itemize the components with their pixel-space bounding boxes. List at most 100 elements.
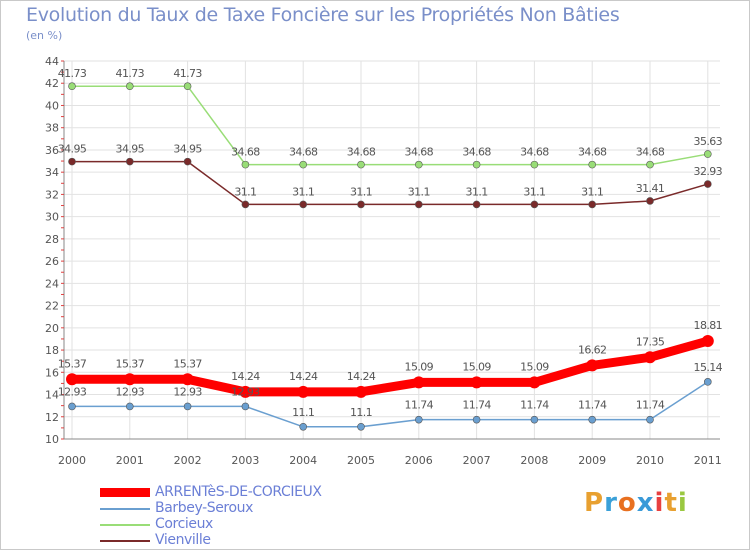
- series-line-2: [72, 85, 708, 166]
- data-label-1: 11.74: [405, 399, 434, 412]
- data-label-1: 12.93: [173, 385, 202, 398]
- chart-subtitle: (en %): [26, 29, 63, 42]
- y-tick-label: 22: [45, 300, 59, 313]
- data-point-2: [703, 150, 712, 158]
- legend-swatch-corcieux: [100, 524, 150, 526]
- y-tick-label: 44: [45, 55, 59, 68]
- data-point-2: [357, 160, 365, 169]
- data-label-3: 31.41: [636, 182, 665, 195]
- data-label-0: 14.24: [347, 370, 376, 383]
- x-tick-label: 2000: [58, 454, 86, 467]
- data-label-2: 34.68: [347, 146, 376, 159]
- y-tick-label: 40: [45, 99, 59, 112]
- series-line-1: [72, 381, 709, 428]
- data-point-2: [68, 82, 76, 91]
- data-point-0: [123, 373, 136, 386]
- data-point-3: [241, 200, 250, 209]
- legend-label-corcieux: Corcieux: [155, 516, 213, 532]
- legend-swatch-arrentes: [100, 488, 150, 497]
- x-tick-label: 2002: [174, 454, 202, 467]
- x-tick-label: 2007: [463, 454, 491, 467]
- data-label-3: 31.1: [581, 185, 603, 198]
- data-point-3: [414, 200, 423, 209]
- legend-label-arrentes: ARRENTèS-DE-CORCIEUX: [155, 484, 322, 500]
- data-point-3: [588, 200, 597, 209]
- x-tick-label: 2006: [405, 454, 433, 467]
- data-point-0: [181, 373, 194, 386]
- y-tick-label: 30: [45, 211, 59, 224]
- data-point-2: [183, 82, 192, 91]
- data-label-2: 41.73: [116, 67, 145, 80]
- logo-letter: x: [636, 488, 655, 518]
- legend-label-vienville: Vienville: [155, 532, 211, 548]
- data-point-0: [66, 373, 78, 386]
- data-label-1: 11.74: [520, 399, 549, 412]
- data-point-2: [414, 160, 423, 169]
- data-label-3: 31.1: [408, 185, 430, 198]
- data-point-3: [472, 200, 481, 209]
- data-point-0: [412, 376, 425, 389]
- data-point-3: [646, 197, 654, 205]
- x-tick-label: 2008: [520, 454, 548, 467]
- data-label-1: 12.93: [58, 385, 87, 398]
- data-point-0: [644, 351, 656, 364]
- legend-swatch-vienville: [100, 540, 150, 542]
- x-tick-label: 2011: [694, 454, 722, 467]
- data-label-0: 18.81: [694, 319, 723, 332]
- y-tick-label: 28: [45, 233, 59, 246]
- data-point-2: [241, 160, 250, 169]
- data-label-0: 16.62: [578, 343, 607, 356]
- legend-swatch-barbey-seroux: [100, 508, 150, 510]
- logo-letter: P: [584, 488, 605, 518]
- data-label-2: 41.73: [58, 67, 87, 80]
- data-label-1: 11.1: [292, 406, 314, 419]
- data-point-1: [183, 402, 192, 411]
- data-point-1: [530, 415, 539, 424]
- data-point-0: [586, 359, 599, 372]
- data-label-0: 14.24: [231, 370, 260, 383]
- data-point-3: [126, 157, 134, 166]
- y-tick-label: 16: [45, 366, 59, 379]
- y-tick-label: 42: [45, 77, 59, 90]
- data-label-2: 34.68: [405, 146, 434, 159]
- y-tick-label: 38: [45, 122, 59, 135]
- y-tick-label: 32: [45, 188, 59, 201]
- data-label-1: 11.74: [578, 399, 607, 412]
- data-label-0: 17.35: [636, 335, 665, 348]
- data-point-3: [68, 157, 76, 166]
- data-label-2: 34.68: [231, 146, 260, 159]
- data-label-1: 11.74: [636, 399, 665, 412]
- data-label-0: 14.24: [289, 370, 318, 383]
- y-tick-label: 34: [45, 166, 59, 179]
- data-label-3: 31.1: [292, 185, 314, 198]
- data-label-1: 11.74: [462, 399, 491, 412]
- y-tick-label: 36: [45, 144, 59, 157]
- y-tick-label: 26: [45, 255, 59, 268]
- data-label-2: 34.68: [462, 146, 491, 159]
- data-point-1: [414, 415, 423, 424]
- data-point-0: [355, 385, 367, 398]
- y-tick-label: 10: [45, 433, 59, 446]
- logo-letter: i: [654, 488, 665, 518]
- data-label-3: 31.1: [523, 185, 545, 198]
- data-point-1: [472, 415, 481, 424]
- data-point-0: [701, 335, 714, 348]
- y-tick-label: 18: [45, 344, 59, 357]
- data-label-0: 15.37: [58, 357, 87, 370]
- data-label-2: 41.73: [173, 67, 202, 80]
- y-tick-label: 14: [45, 389, 59, 402]
- logo-letter: r: [604, 488, 618, 518]
- data-point-3: [299, 200, 308, 209]
- data-point-3: [703, 180, 712, 188]
- data-point-1: [646, 415, 654, 424]
- data-point-2: [472, 160, 481, 169]
- y-tick-label: 24: [45, 277, 59, 290]
- data-label-3: 31.1: [466, 185, 488, 198]
- data-label-0: 15.37: [173, 357, 202, 370]
- data-point-2: [530, 160, 539, 169]
- data-point-2: [126, 82, 134, 91]
- x-tick-label: 2009: [578, 454, 606, 467]
- data-label-0: 15.09: [405, 360, 434, 373]
- data-point-1: [68, 402, 76, 411]
